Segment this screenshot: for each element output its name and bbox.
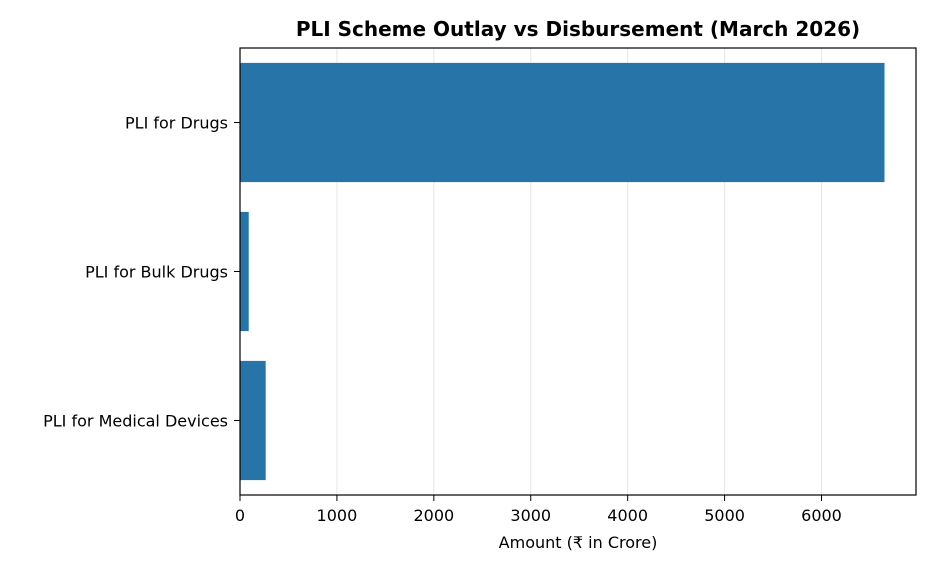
bars (240, 62, 885, 481)
x-tick-label: 0 (235, 506, 245, 525)
y-tick-label: PLI for Bulk Drugs (85, 263, 228, 282)
y-tick-label: PLI for Drugs (125, 114, 228, 133)
bar (240, 62, 885, 183)
x-axis-label: Amount (₹ in Crore) (499, 533, 658, 552)
x-tick-label: 5000 (704, 506, 745, 525)
y-tick-label: PLI for Medical Devices (43, 412, 228, 431)
x-tick-label: 6000 (801, 506, 842, 525)
y-axis-ticks: PLI for Drugs PLI for Bulk Drugs PLI for M… (43, 114, 240, 431)
bar (240, 211, 249, 332)
chart-title: PLI Scheme Outlay vs Disbursement (March… (296, 17, 860, 41)
x-tick-label: 2000 (413, 506, 454, 525)
x-tick-label: 3000 (510, 506, 551, 525)
x-axis-ticks: 0 1000 2000 3000 4000 5000 6000 (235, 495, 842, 525)
x-tick-label: 4000 (607, 506, 648, 525)
x-tick-label: 1000 (317, 506, 358, 525)
bar (240, 360, 266, 481)
